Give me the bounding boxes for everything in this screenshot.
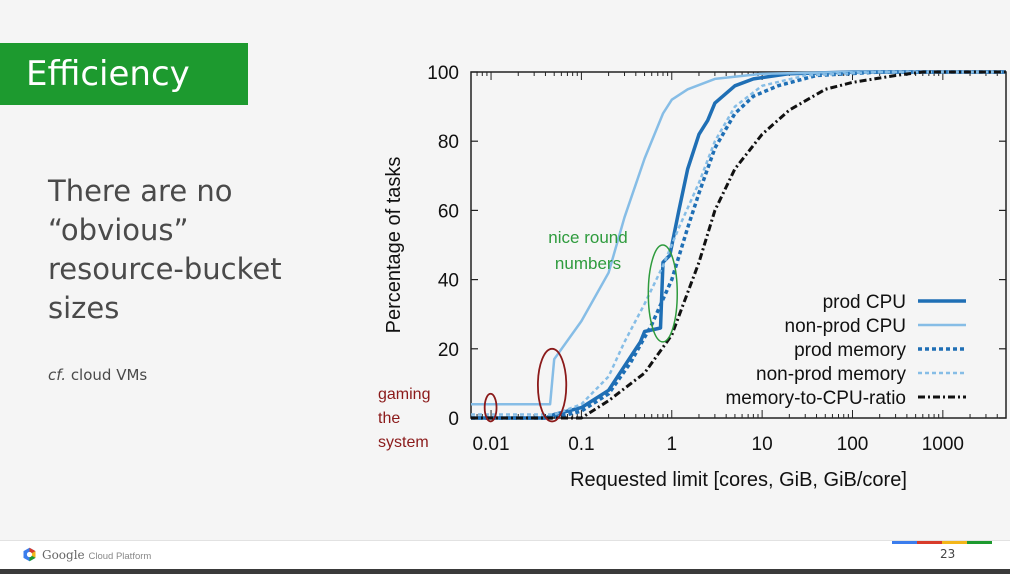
slide-title: Efficiency <box>0 43 248 105</box>
slide-footer: Google Cloud Platform 23 <box>0 540 1010 574</box>
bottom-strip <box>0 569 1010 574</box>
slide-note: cf. cloud VMs <box>48 366 147 384</box>
annotation-text: the <box>378 410 400 427</box>
y-tick-label: 0 <box>448 409 459 430</box>
slide-body-text: There are no “obvious” resource-bucket s… <box>48 172 348 328</box>
x-tick-label: 0.01 <box>473 434 510 455</box>
series-line <box>471 70 1006 416</box>
logo-suffix: Cloud Platform <box>88 550 152 562</box>
x-tick-label: 1 <box>666 434 677 455</box>
chart-svg: 0 20 40 60 80 100 0.01 0.1 1 10 100 1000 Requested l… <box>378 63 1007 491</box>
body-line: “obvious” <box>48 213 189 247</box>
y-axis-label: Percentage of tasks <box>383 157 405 334</box>
annotation-ellipse <box>647 244 678 343</box>
annotation-text: system <box>378 434 429 451</box>
x-axis-label: Requested limit [cores, GiB, GiB/core] <box>570 469 907 491</box>
x-tick-label: 100 <box>837 434 869 455</box>
y-tick-label: 60 <box>438 201 459 222</box>
color-bar-segment <box>967 541 992 544</box>
annotation-text: gaming <box>378 386 430 403</box>
legend-label: prod memory <box>794 340 906 361</box>
legend-label: non-prod memory <box>756 364 906 385</box>
color-bar-segment <box>917 541 942 544</box>
annotation-text: nice round <box>548 228 627 247</box>
logo-brand: Google <box>42 547 85 562</box>
legend-label: prod CPU <box>823 292 906 313</box>
series-line <box>471 70 1006 420</box>
cdf-chart: 0 20 40 60 80 100 0.01 0.1 1 10 100 1000 Requested l… <box>360 50 1010 510</box>
page-number: 23 <box>940 547 956 561</box>
y-tick-label: 80 <box>438 132 459 153</box>
google-cloud-logo: Google Cloud Platform <box>22 547 151 562</box>
x-tick-label: 0.1 <box>568 434 594 455</box>
logo-text: Google Cloud Platform <box>42 548 151 562</box>
note-text: cloud VMs <box>66 366 148 384</box>
annotation-text: numbers <box>555 254 621 273</box>
x-tick-label: 10 <box>752 434 773 455</box>
legend-label: non-prod CPU <box>785 316 906 337</box>
color-bar-segment <box>942 541 967 544</box>
x-tick-label: 1000 <box>922 434 964 455</box>
series-line <box>471 70 1006 420</box>
note-prefix: cf. <box>48 366 67 384</box>
y-tick-label: 20 <box>438 340 459 361</box>
series-line <box>471 70 1006 420</box>
body-line: sizes <box>48 291 120 325</box>
y-tick-label: 100 <box>427 63 459 84</box>
body-line: resource-bucket <box>48 252 282 286</box>
footer-color-bar <box>892 541 992 544</box>
annotation-ellipse <box>483 392 498 423</box>
legend-label: memory-to-CPU-ratio <box>725 388 906 409</box>
y-tick-label: 40 <box>438 271 459 292</box>
plot-frame <box>470 71 1007 419</box>
google-cloud-hexagon-icon <box>23 547 36 562</box>
annotation-ellipse <box>536 347 568 423</box>
body-line: There are no <box>48 174 233 208</box>
color-bar-segment <box>892 541 917 544</box>
